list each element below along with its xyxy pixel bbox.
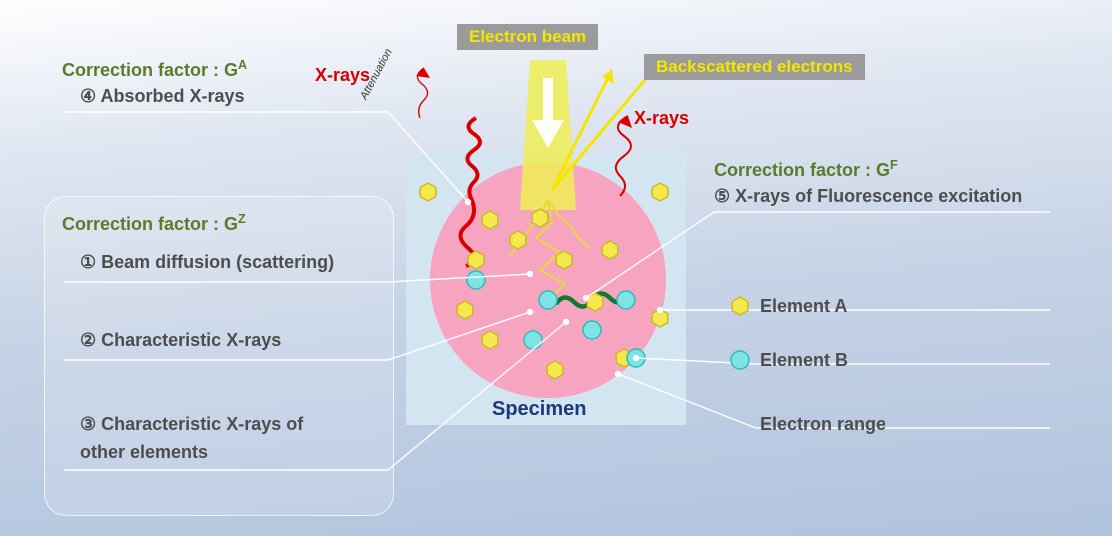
- xrays-right-label: X-rays: [634, 108, 689, 129]
- specimen-label: Specimen: [492, 398, 586, 421]
- legend-element-a: Element A: [760, 296, 847, 317]
- legend-element-b: Element B: [760, 350, 848, 371]
- gz-item-3a: ③ Characteristic X-rays of: [80, 414, 303, 435]
- gz-item-3b: other elements: [80, 442, 208, 463]
- gz-panel: [44, 196, 394, 516]
- ga-item: ④ Absorbed X-rays: [80, 86, 245, 107]
- legend-electron-range: Electron range: [760, 414, 886, 435]
- gf-title: Correction factor : GF: [714, 158, 898, 181]
- xrays-left-label: X-rays: [315, 65, 370, 86]
- gz-item-1: ① Beam diffusion (scattering): [80, 252, 334, 273]
- gz-title: Correction factor : GZ: [62, 212, 246, 235]
- gz-item-2: ② Characteristic X-rays: [80, 330, 281, 351]
- electron-beam-label: Electron beam: [457, 24, 598, 50]
- legend-marker-element-b: [731, 351, 749, 369]
- ga-title: Correction factor : GA: [62, 58, 247, 81]
- backscatter-label: Backscattered electrons: [644, 54, 865, 80]
- gf-item: ⑤ X-rays of Fluorescence excitation: [714, 186, 1022, 207]
